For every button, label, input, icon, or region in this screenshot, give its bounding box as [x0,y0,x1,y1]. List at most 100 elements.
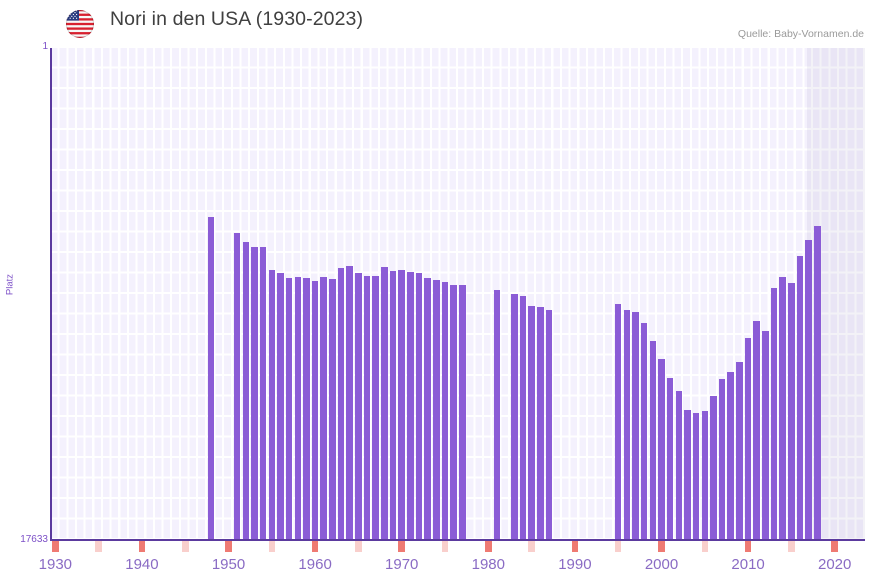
source-attribution: Quelle: Baby-Vornamen.de [737,28,864,40]
bar-1996[interactable] [623,310,631,540]
x-axis-ticks [51,541,865,553]
bar-2014[interactable] [779,277,787,540]
y-axis-tick-top: 1 [42,41,48,52]
bar-1964[interactable] [346,266,354,540]
bar-2011[interactable] [753,320,761,540]
x-tick-2015 [788,541,795,552]
x-tick-1990 [571,541,579,552]
x-tick-2010 [744,541,752,552]
us-flag-icon [60,10,100,38]
bar-1953[interactable] [251,246,258,540]
bar-1984[interactable] [519,296,527,540]
bar-2000[interactable] [658,358,665,540]
bar-1965[interactable] [355,273,362,540]
bar-1963[interactable] [337,267,345,540]
bar-2016[interactable] [796,256,804,540]
x-axis-label-1940: 1940 [125,556,159,573]
x-axis-label-2010: 2010 [731,556,765,573]
bar-1998[interactable] [640,322,648,540]
x-tick-1995 [614,541,622,552]
bar-1985[interactable] [528,306,535,540]
bar-1967[interactable] [372,275,380,540]
bar-1968[interactable] [381,266,388,540]
bar-1972[interactable] [415,272,423,540]
bar-1976[interactable] [450,285,457,540]
x-tick-2005 [701,541,709,552]
bar-1997[interactable] [632,312,639,540]
bar-1958[interactable] [294,277,302,540]
bar-1971[interactable] [407,271,414,540]
x-axis-label-1960: 1960 [298,556,332,573]
bar-1981[interactable] [493,290,501,540]
bar-1954[interactable] [259,246,267,540]
x-tick-2000 [658,541,665,552]
y-axis-line [50,48,52,541]
bar-1948[interactable] [207,216,215,540]
bar-1986[interactable] [536,307,544,540]
bar-1961[interactable] [320,277,328,540]
x-tick-1930 [52,541,59,552]
bar-1952[interactable] [242,242,250,540]
x-axis-label-1990: 1990 [558,556,592,573]
bar-1957[interactable] [285,277,293,540]
x-tick-1935 [95,541,102,552]
x-axis-label-2020: 2020 [818,556,852,573]
x-axis-line [51,539,865,541]
x-tick-1940 [138,541,146,552]
x-tick-1965 [355,541,362,552]
chart-header: Nori in den USA (1930-2023) Quelle: Baby… [0,0,873,48]
bar-1956[interactable] [277,273,284,540]
bar-1966[interactable] [363,276,371,540]
x-tick-1985 [528,541,535,552]
bar-1973[interactable] [424,278,431,540]
bar-2004[interactable] [692,412,700,540]
bar-1983[interactable] [510,293,518,540]
bar-1955[interactable] [268,270,276,540]
bar-2008[interactable] [727,372,735,540]
bar-2017[interactable] [805,240,812,540]
bar-2007[interactable] [718,379,726,540]
bar-1974[interactable] [433,280,440,540]
bar-1960[interactable] [311,281,319,540]
x-tick-1955 [268,541,276,552]
bar-1959[interactable] [303,277,310,540]
bar-1975[interactable] [441,282,449,540]
bar-1969[interactable] [389,270,397,540]
bar-2001[interactable] [666,378,674,540]
bar-1987[interactable] [545,310,553,540]
bar-1995[interactable] [614,304,622,540]
bar-2006[interactable] [710,395,717,540]
bar-1977[interactable] [459,284,466,540]
bar-2009[interactable] [736,361,743,540]
x-tick-1960 [311,541,319,552]
bar-2018[interactable] [814,225,821,540]
page-title: Nori in den USA (1930-2023) [110,8,364,30]
y-axis-tick-bottom: 17633 [20,534,48,545]
x-tick-1975 [441,541,449,552]
x-axis-label-2000: 2000 [644,556,679,573]
bar-2015[interactable] [788,282,795,540]
bar-1970[interactable] [398,269,405,540]
bar-2005[interactable] [701,410,709,540]
x-axis-label-1970: 1970 [385,556,419,573]
x-axis-label-1950: 1950 [211,556,246,573]
bar-2003[interactable] [684,410,691,540]
bar-2013[interactable] [770,287,778,540]
bar-2012[interactable] [762,330,769,540]
x-axis-label-1980: 1980 [471,556,505,573]
x-axis-labels: 1930 1940 1950 1960 1970 1980 1990 2000 2010 2020 [0,556,873,582]
bar-1962[interactable] [329,279,336,540]
bar-2002[interactable] [675,391,683,540]
x-tick-1945 [181,541,189,552]
bar-1951[interactable] [233,233,241,540]
x-tick-1970 [398,541,405,552]
y-axis-title: Platz [4,273,16,296]
x-tick-2020 [831,541,838,552]
x-tick-1950 [225,541,232,552]
plot-area [51,48,865,540]
bar-2010[interactable] [744,338,752,540]
bar-1999[interactable] [649,340,657,540]
bar-series [51,48,865,540]
x-tick-1980 [485,541,492,552]
